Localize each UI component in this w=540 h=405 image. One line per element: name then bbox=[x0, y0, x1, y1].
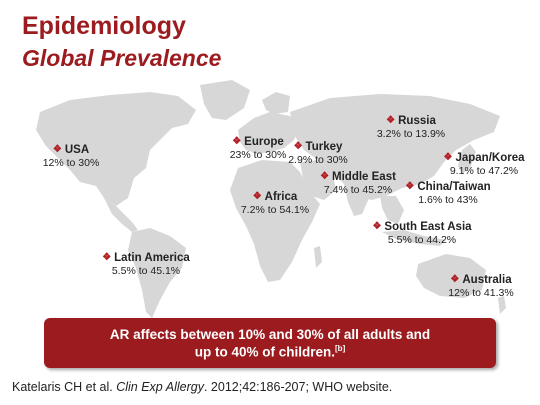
region-usa: ❖ USA 12% to 30% bbox=[26, 144, 116, 169]
region-europe: ❖ Europe 23% to 30% bbox=[218, 136, 298, 161]
region-range: 2.9% to 30% bbox=[288, 154, 348, 166]
landmass-europe bbox=[238, 112, 300, 154]
region-south-east-asia: ❖ South East Asia 5.5% to 44.2% bbox=[364, 221, 480, 246]
citation-authors: Katelaris CH et al. bbox=[12, 380, 113, 394]
region-range: 1.6% to 43% bbox=[418, 194, 478, 206]
region-name: Europe bbox=[244, 136, 284, 148]
region-name: Latin America bbox=[114, 252, 190, 264]
banner-line-1: AR affects between 10% and 30% of all ad… bbox=[109, 327, 431, 342]
region-australia: ❖ Australia 12% to 41.3% bbox=[436, 274, 526, 299]
region-name: Australia bbox=[462, 274, 512, 286]
diamond-cluster-icon: ❖ bbox=[320, 171, 330, 182]
region-name: Africa bbox=[264, 191, 298, 203]
diamond-cluster-icon: ❖ bbox=[293, 141, 303, 152]
landmass-central-america bbox=[104, 198, 138, 232]
region-range: 7.4% to 45.2% bbox=[323, 184, 393, 196]
region-russia: ❖ Russia 3.2% to 13.9% bbox=[366, 115, 456, 140]
region-range: 3.2% to 13.9% bbox=[376, 128, 446, 140]
region-range: 9.1% to 47.2% bbox=[449, 165, 519, 177]
region-range: 12% to 30% bbox=[42, 157, 100, 169]
diamond-cluster-icon: ❖ bbox=[450, 274, 460, 285]
landmass-australia bbox=[416, 254, 486, 298]
landmass-africa bbox=[230, 160, 320, 282]
region-africa: ❖ Africa 7.2% to 54.1% bbox=[234, 191, 316, 216]
landmass-south-america bbox=[128, 228, 186, 318]
summary-banner: AR affects between 10% and 30% of all ad… bbox=[44, 318, 496, 368]
region-name: Russia bbox=[398, 115, 436, 127]
landmass-indonesia bbox=[382, 230, 446, 246]
landmass-india bbox=[344, 182, 370, 216]
diamond-cluster-icon: ❖ bbox=[252, 191, 262, 202]
citation-details: . 2012;42:186-207; WHO website. bbox=[203, 380, 393, 394]
diamond-cluster-icon: ❖ bbox=[372, 221, 382, 232]
region-range: 12% to 41.3% bbox=[448, 287, 514, 299]
region-name: Turkey bbox=[305, 141, 343, 153]
landmass-asia bbox=[290, 94, 500, 200]
landmass-japan bbox=[458, 144, 476, 174]
landmass-scandinavia bbox=[262, 92, 290, 114]
banner-line-2-text: up to 40% of children. bbox=[194, 344, 336, 360]
landmass-greenland bbox=[200, 80, 250, 120]
diamond-cluster-icon: ❖ bbox=[386, 115, 396, 126]
page-subtitle: Global Prevalence bbox=[22, 45, 222, 71]
region-name: South East Asia bbox=[384, 221, 472, 233]
region-range: 5.5% to 45.1% bbox=[111, 265, 181, 277]
region-name: Japan/Korea bbox=[455, 152, 525, 164]
region-name: USA bbox=[64, 144, 90, 156]
region-range: 23% to 30% bbox=[229, 149, 287, 161]
reference-marker: [b] bbox=[335, 344, 346, 353]
diamond-cluster-icon: ❖ bbox=[232, 136, 242, 147]
region-range: 5.5% to 44.2% bbox=[387, 234, 457, 246]
region-japan-korea: ❖ Japan/Korea 9.1% to 47.2% bbox=[434, 152, 534, 177]
region-name: China/Taiwan bbox=[417, 181, 491, 193]
region-name: Middle East bbox=[332, 171, 396, 183]
diamond-cluster-icon: ❖ bbox=[443, 152, 453, 163]
citation-journal: Clin Exp Allergy bbox=[116, 380, 204, 394]
region-china-taiwan: ❖ China/Taiwan 1.6% to 43% bbox=[400, 181, 496, 206]
region-range: 7.2% to 54.1% bbox=[240, 204, 310, 216]
citation: Katelaris CH et al. Clin Exp Allergy. 20… bbox=[12, 380, 392, 394]
page-title: Epidemiology bbox=[22, 12, 186, 40]
region-turkey: ❖ Turkey 2.9% to 30% bbox=[282, 141, 354, 166]
landmass-madagascar bbox=[314, 246, 322, 268]
banner-line-2: up to 40% of children.[b] bbox=[44, 344, 496, 360]
landmass-se-asia bbox=[380, 196, 404, 224]
diamond-cluster-icon: ❖ bbox=[405, 181, 415, 192]
landmass-new-zealand bbox=[498, 296, 506, 314]
region-middle-east: ❖ Middle East 7.4% to 45.2% bbox=[312, 171, 404, 196]
diamond-cluster-icon: ❖ bbox=[102, 252, 112, 263]
region-latin-america: ❖ Latin America 5.5% to 45.1% bbox=[86, 252, 206, 277]
diamond-cluster-icon: ❖ bbox=[52, 144, 62, 155]
landmass-north-america bbox=[36, 92, 196, 206]
